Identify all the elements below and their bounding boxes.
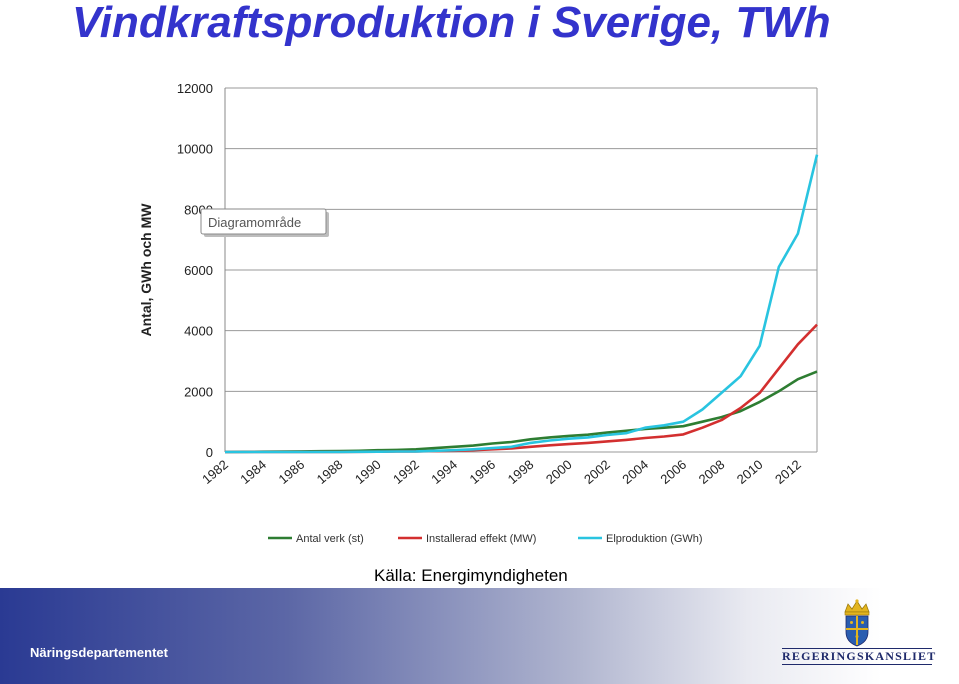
page-title: Vindkraftsproduktion i Sverige, TWh [72, 0, 831, 47]
x-tick-label: 1986 [276, 457, 308, 487]
x-tick-label: 1988 [314, 457, 346, 487]
chart-series [224, 154, 819, 454]
x-tick-label: 2010 [734, 457, 766, 487]
legend-label: Installerad effekt (MW) [426, 533, 536, 545]
y-axis-label: Antal, GWh och MW [138, 203, 154, 337]
series-line-3 [225, 154, 819, 454]
x-tick-label: 1982 [199, 457, 231, 487]
y-tick-label: 0 [206, 445, 213, 460]
logo-wordmark: REGERINGSKANSLIET [782, 648, 937, 665]
series-line-1 [224, 370, 818, 454]
legend-label: Antal verk (st) [296, 533, 364, 545]
tooltip-box [200, 208, 327, 235]
x-tick-label: 2002 [581, 457, 613, 487]
source-note: Källa: Energimyndigheten [374, 566, 568, 585]
legend-label: Elproduktion (GWh) [606, 533, 703, 545]
chart-tooltip: Diagramområde [200, 208, 329, 237]
regeringskansliet-logo: REGERINGSKANSLIET [782, 598, 937, 668]
x-tick-label: 1994 [428, 457, 460, 487]
y-tick-label: 6000 [184, 263, 213, 278]
y-tick-label: 12000 [177, 81, 213, 96]
x-tick-label: 1996 [466, 457, 498, 487]
x-tick-label: 2006 [657, 457, 689, 487]
y-tick-label: 2000 [184, 384, 213, 399]
x-tick-label: 1984 [237, 457, 269, 487]
footer-band [0, 588, 959, 684]
x-tick-label: 2004 [619, 457, 651, 487]
tooltip-text: Diagramområde [208, 215, 301, 230]
x-tick-label: 2000 [543, 457, 575, 487]
x-tick-label: 2008 [696, 457, 728, 487]
y-tick-label: 10000 [177, 142, 213, 157]
chart-grid [225, 87, 818, 453]
y-tick-label: 4000 [184, 324, 213, 339]
chart-legend: Antal verk (st) Installerad effekt (MW) El… [268, 533, 703, 545]
x-tick-label: 2012 [772, 457, 804, 487]
x-tick-label: 1998 [505, 457, 537, 487]
department-name: Näringsdepartementet [30, 645, 168, 660]
x-tick-label: 1992 [390, 457, 422, 487]
x-tick-label: 1990 [352, 457, 384, 487]
crown-shield-icon [844, 599, 870, 647]
